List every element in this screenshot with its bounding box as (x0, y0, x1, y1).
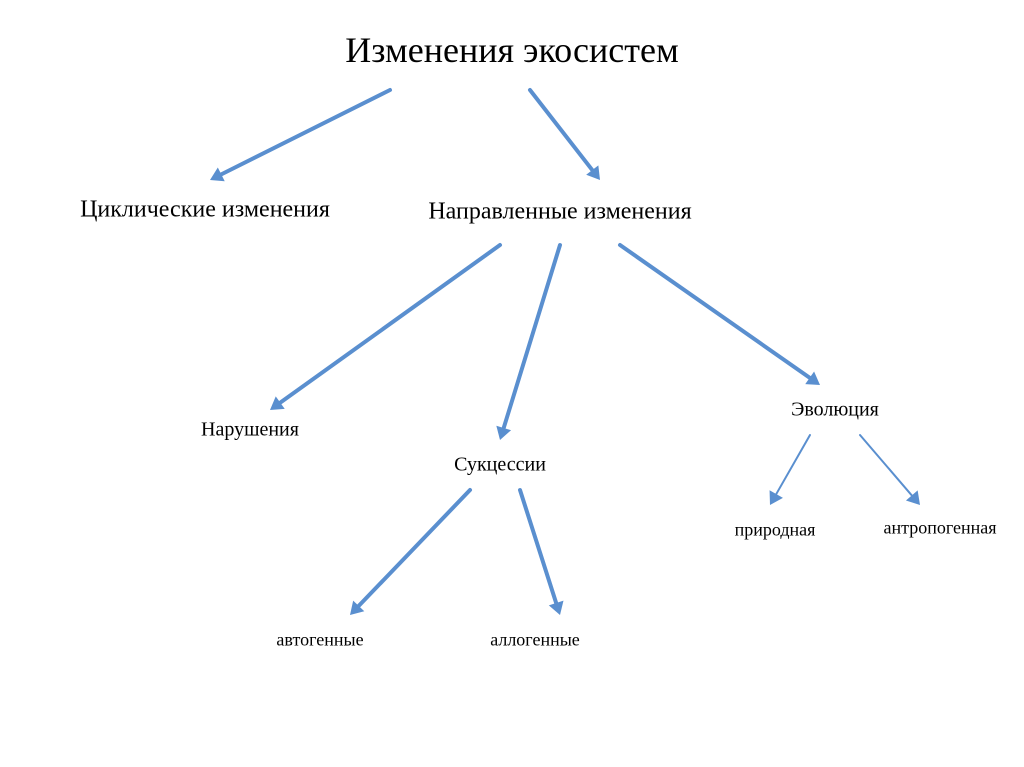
node-autogenic: автогенные (276, 630, 363, 651)
diagram-canvas: Изменения экосистем Циклические изменени… (0, 0, 1024, 767)
node-succession: Сукцессии (454, 454, 546, 477)
node-anthropogenic: антропогенная (883, 518, 996, 539)
node-allogenic: аллогенные (490, 630, 580, 651)
node-directed: Направленные изменения (428, 199, 691, 226)
node-cyclic: Циклические изменения (80, 197, 330, 224)
node-natural: природная (735, 520, 816, 541)
node-title: Изменения экосистем (345, 29, 679, 71)
edges-layer (0, 0, 1024, 767)
node-evolution: Эволюция (791, 399, 879, 422)
node-disturbance: Нарушения (201, 419, 299, 442)
